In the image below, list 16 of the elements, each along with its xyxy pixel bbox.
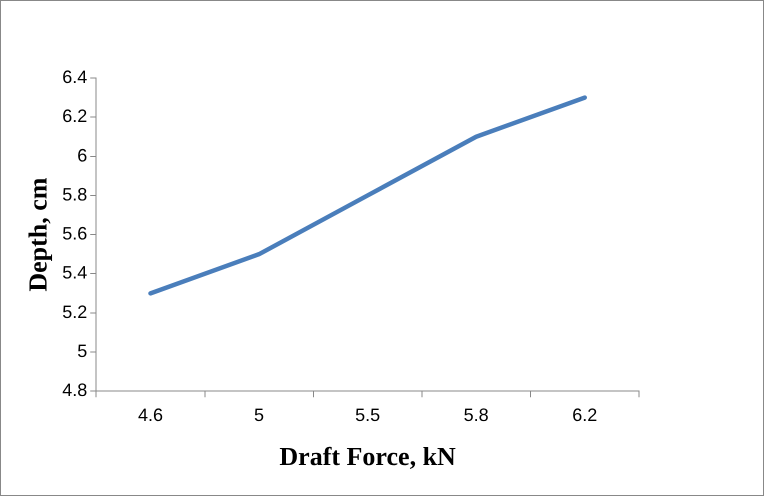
x-tick-label: 6.2 <box>572 404 598 425</box>
y-tick-label: 6.2 <box>62 106 88 126</box>
y-tick-label: 4.8 <box>62 380 88 400</box>
y-tick-label: 5 <box>77 341 88 362</box>
x-tick-label: 5.8 <box>464 404 489 425</box>
y-tick-label: 5.2 <box>62 302 88 322</box>
y-tick-label: 6.4 <box>62 66 88 87</box>
y-axis-title: Depth, cm <box>23 177 52 292</box>
y-tick-label: 5.4 <box>62 262 88 283</box>
y-tick-label: 6 <box>77 145 88 166</box>
x-tick-label: 5.5 <box>355 404 380 425</box>
y-tick-label: 5.8 <box>62 184 88 204</box>
x-tick-label: 5 <box>254 404 264 425</box>
y-tick-label: 5.6 <box>62 224 88 244</box>
x-axis-title: Draft Force, kN <box>279 442 456 472</box>
x-tick-label: 4.6 <box>138 404 164 425</box>
